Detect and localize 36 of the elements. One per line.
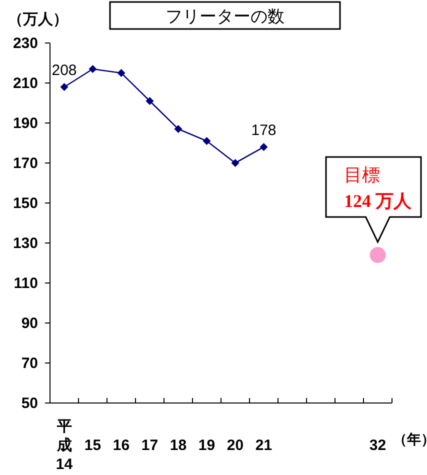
point: [117, 69, 126, 77]
x-tick-label: 17: [141, 437, 158, 454]
x-tick-label: 15: [84, 437, 102, 454]
y-tick-label: 210: [12, 75, 38, 92]
x-tick-label: 18: [170, 437, 187, 454]
chart-title: フリーターの数: [166, 7, 284, 26]
x-tick-label: 19: [198, 437, 216, 454]
x-tick-label: 16: [112, 437, 130, 454]
y-tick-label: 110: [14, 275, 38, 292]
point: [174, 125, 182, 133]
x-axis-title: （年）: [393, 431, 427, 447]
point: [60, 83, 68, 91]
y-axis-title: （万人）: [8, 11, 68, 28]
y-tick-label: 190: [12, 115, 38, 132]
x-tick-label: 平成14: [56, 418, 74, 473]
title: フリーターの数: [109, 1, 341, 30]
y-tick-label: 50: [21, 395, 38, 412]
point: [260, 143, 268, 151]
x-tick-label: 20: [226, 437, 244, 454]
x-tick-label: 32: [369, 437, 386, 454]
point: [202, 137, 211, 145]
callout: 目標 124 万人: [325, 156, 422, 244]
annotation: 目標 124 万人: [344, 165, 412, 211]
y-tick-label: 70: [21, 355, 38, 372]
data-label: 208: [52, 62, 77, 79]
data-label: 178: [251, 122, 276, 139]
point: [146, 97, 154, 105]
y-tick-label: 170: [12, 155, 38, 172]
point: [231, 159, 240, 167]
y-tick-label: 90: [21, 315, 38, 332]
y-tick-label: 150: [12, 195, 38, 212]
x-tick-label: 21: [255, 437, 272, 454]
y-tick-label: 130: [12, 235, 38, 252]
point: [88, 65, 97, 73]
y-tick-label: 230: [12, 35, 38, 52]
point: [370, 247, 386, 263]
